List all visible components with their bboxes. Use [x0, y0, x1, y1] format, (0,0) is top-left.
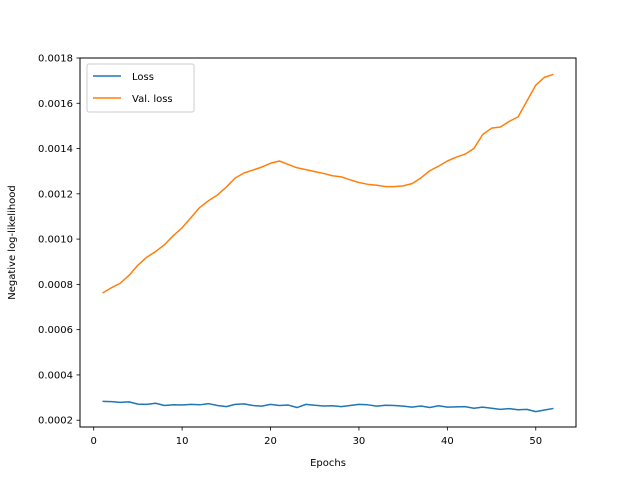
legend-label-loss: Loss: [132, 72, 154, 83]
series-line-val-loss: [102, 73, 554, 294]
x-tick-label: 30: [353, 436, 366, 447]
x-axis-label: Epochs: [310, 458, 346, 469]
y-axis-label: Negative log-likelihood: [7, 185, 18, 300]
series-layer: [102, 73, 554, 413]
y-tick-label: 0.0002: [38, 416, 73, 427]
y-axis-ticks: 0.0002 0.0004 0.0006 0.0008 0.0010 0.0012 0.00…: [38, 54, 80, 427]
y-tick-label: 0.0008: [38, 280, 73, 291]
legend: Loss Val. loss: [86, 63, 195, 113]
series-line-loss: [102, 400, 554, 413]
x-tick-label: 0: [91, 436, 97, 447]
y-tick-label: 0.0012: [38, 189, 73, 200]
legend-label-val-loss: Val. loss: [132, 94, 173, 105]
y-tick-label: 0.0016: [38, 99, 73, 110]
axes-frame: [79, 57, 577, 428]
x-tick-label: 50: [529, 436, 542, 447]
y-tick-label: 0.0004: [38, 370, 73, 381]
y-tick-label: 0.0010: [38, 235, 73, 246]
x-tick-label: 40: [441, 436, 454, 447]
x-tick-label: 20: [264, 436, 277, 447]
x-axis-ticks: 0 10 20 30 40 50: [91, 427, 542, 447]
x-tick-label: 10: [176, 436, 189, 447]
y-tick-label: 0.0014: [38, 144, 73, 155]
y-tick-label: 0.0006: [38, 325, 73, 336]
y-tick-label: 0.0018: [38, 54, 73, 65]
